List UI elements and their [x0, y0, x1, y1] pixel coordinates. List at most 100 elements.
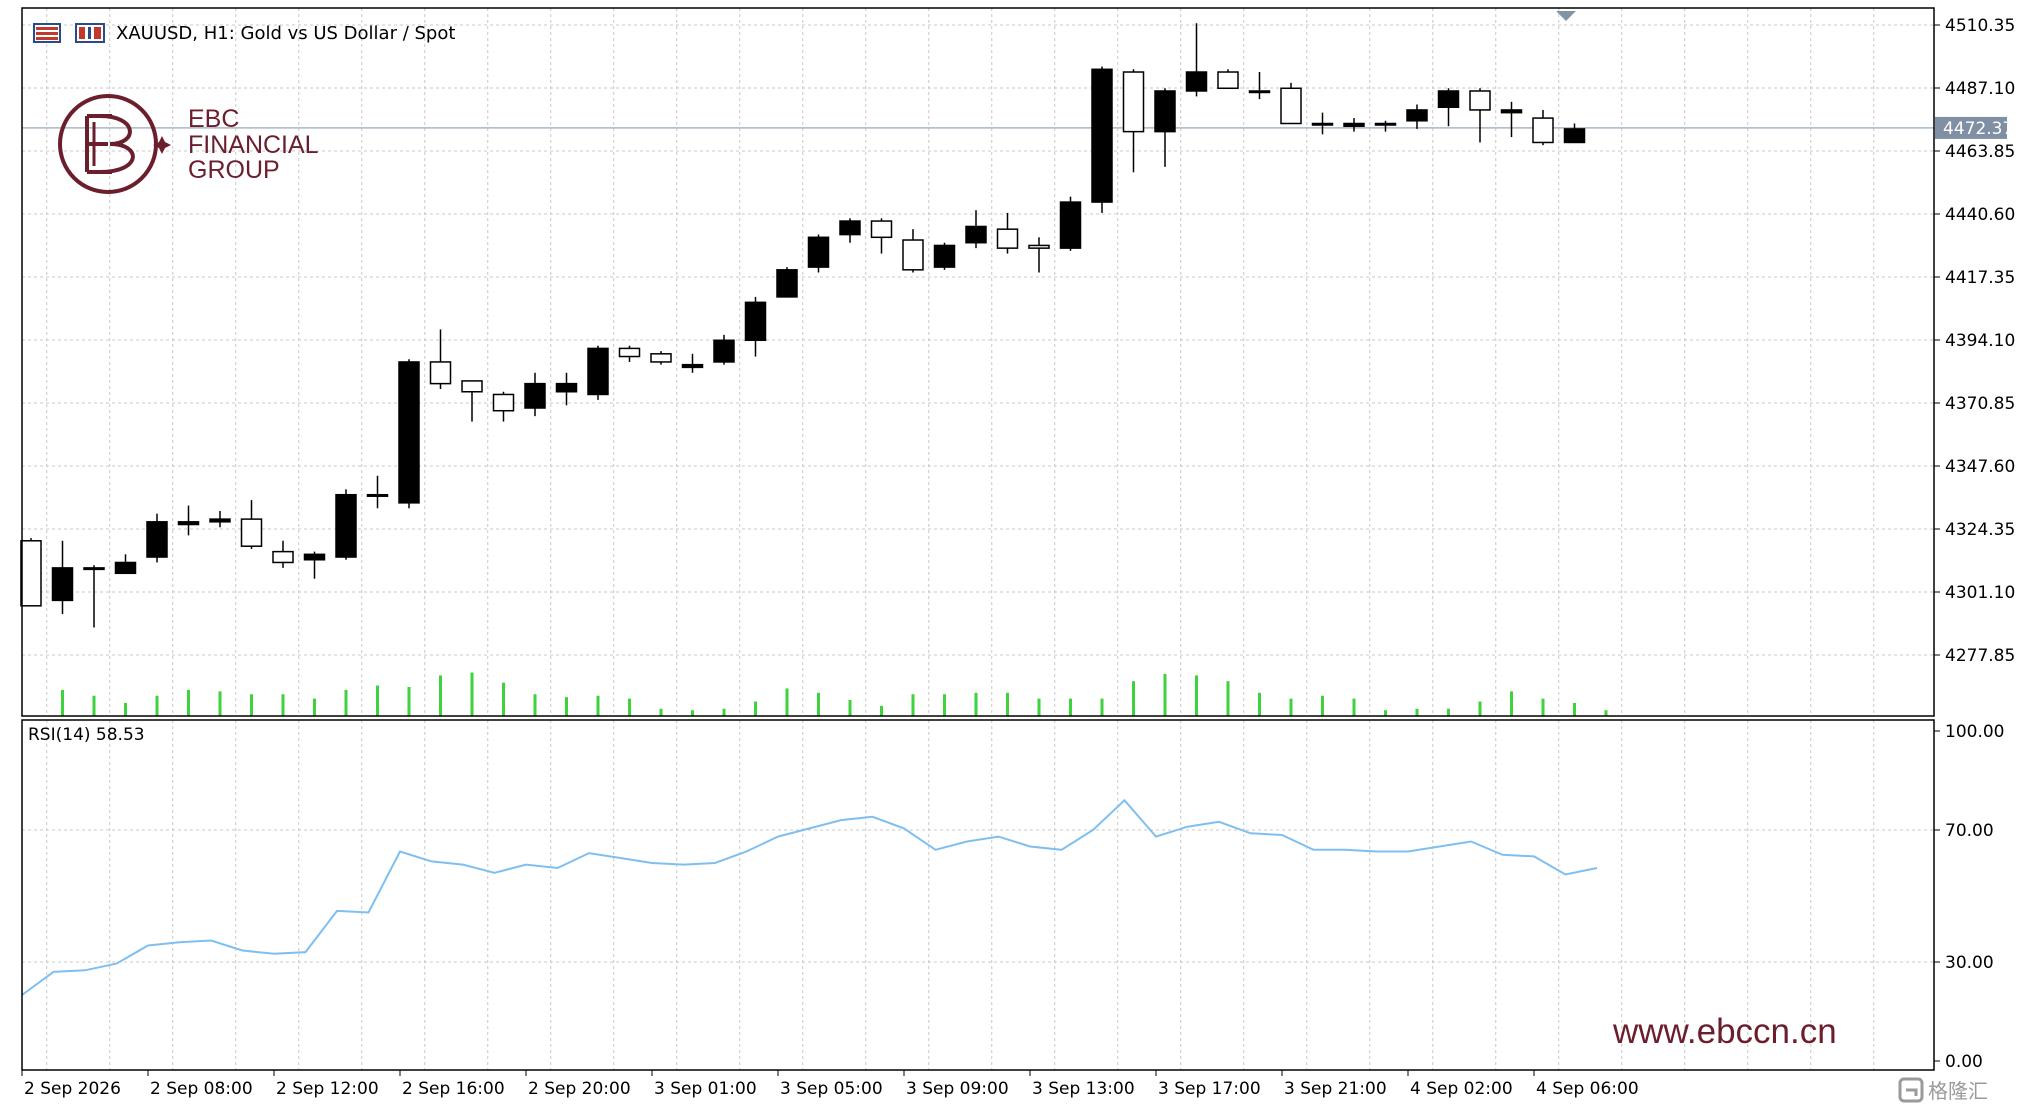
- candle-body: [1406, 109, 1428, 122]
- candle-body: [996, 228, 1019, 249]
- price-tick-label: 4347.60: [1945, 457, 2015, 477]
- candle-body: [776, 269, 798, 298]
- candle-body: [366, 493, 389, 497]
- price-tick-label: 4463.85: [1945, 142, 2015, 162]
- candle-body: [555, 382, 578, 393]
- grid-lines: [22, 8, 1934, 1070]
- candle-body: [618, 347, 641, 358]
- time-tick-label: 3 Sep 01:00: [654, 1079, 757, 1099]
- chart-title: XAUUSD, H1: Gold vs US Dollar / Spot: [116, 23, 455, 44]
- rsi-axis: 100.00 70.00 30.00 0.00: [1934, 722, 2004, 1072]
- candle-body: [1374, 122, 1397, 126]
- candle-body: [1154, 90, 1176, 133]
- candle-body: [1563, 128, 1586, 144]
- time-tick-label: 3 Sep 09:00: [906, 1079, 1009, 1099]
- time-tick-label: 2 Sep 16:00: [402, 1079, 505, 1099]
- candle-body: [744, 301, 767, 342]
- candle-body: [177, 521, 200, 526]
- candle-body: [1280, 87, 1302, 125]
- time-tick-label: 4 Sep 06:00: [1536, 1079, 1639, 1099]
- candle-body: [83, 567, 105, 571]
- candle-body: [272, 550, 294, 564]
- time-tick-label: 3 Sep 05:00: [780, 1079, 883, 1099]
- time-tick-label: 2 Sep 12:00: [276, 1079, 379, 1099]
- candle-body: [1091, 68, 1113, 203]
- price-tick-label: 4394.10: [1945, 331, 2015, 351]
- price-tick-label: 4487.10: [1945, 79, 2015, 99]
- candle-body: [1059, 201, 1082, 249]
- candle-body: [429, 361, 452, 385]
- candle-body: [713, 339, 735, 363]
- price-tick-label: 4370.85: [1945, 394, 2015, 414]
- time-tick-label: 2 Sep 20:00: [528, 1079, 631, 1099]
- current-price-line: 4472.37: [22, 116, 2013, 139]
- time-tick-label: 2 Sep 08:00: [150, 1079, 253, 1099]
- candle-body: [1532, 117, 1554, 144]
- candle-body: [1469, 90, 1491, 111]
- candle-body: [902, 239, 924, 271]
- rsi-pane-frame: [21, 719, 1935, 1071]
- rsi-tick-label: 70.00: [1945, 821, 1994, 841]
- price-tick-label: 4440.60: [1945, 205, 2015, 225]
- candle-body: [209, 518, 231, 523]
- price-tick-label: 4324.35: [1945, 520, 2015, 540]
- current-price-label: 4472.37: [1943, 119, 2013, 139]
- sparkle-icon: [153, 136, 171, 154]
- rsi-tick-label: 100.00: [1945, 722, 2004, 742]
- chart-frame: [21, 7, 1935, 1071]
- candle-body: [240, 518, 263, 547]
- time-tick-label: 3 Sep 21:00: [1284, 1079, 1387, 1099]
- candle-body: [965, 225, 987, 244]
- main-pane-frame: [21, 7, 1935, 717]
- shift-marker-icon[interactable]: [1556, 11, 1576, 21]
- candle-body: [1028, 244, 1050, 249]
- time-axis: 2 Sep 2026 2 Sep 08:00 2 Sep 12:00 2 Sep 16…: [21, 1070, 1639, 1099]
- time-tick-label: 3 Sep 13:00: [1032, 1079, 1135, 1099]
- ebc-logo: EBC FINANCIAL GROUP: [58, 94, 319, 194]
- candle-body: [1217, 71, 1239, 90]
- header: XAUUSD, H1: Gold vs US Dollar / Spot: [33, 11, 1576, 44]
- time-tick-label: 2 Sep 2026: [24, 1079, 121, 1099]
- rsi-series: [21, 798, 1598, 996]
- rsi-title: RSI(14) 58.53: [28, 725, 145, 745]
- rsi-tick-label: 0.00: [1945, 1052, 1983, 1072]
- candle-body: [681, 363, 704, 369]
- candle-body: [839, 220, 861, 236]
- candle-body: [650, 353, 672, 363]
- candle-body: [524, 382, 546, 409]
- rsi-tick-label: 30.00: [1945, 953, 1994, 973]
- candle-body: [1437, 90, 1460, 108]
- current-price-label-bg: [1935, 116, 2007, 139]
- website-url: www.ebccn.cn: [1612, 1012, 1837, 1051]
- candle-body: [146, 521, 168, 558]
- logo-line-2: FINANCIAL: [188, 131, 319, 159]
- candle-body: [398, 361, 420, 504]
- candle-body: [1311, 122, 1334, 126]
- candle-body: [807, 236, 830, 268]
- price-tick-label: 4301.10: [1945, 583, 2015, 603]
- candle-body: [303, 553, 326, 561]
- price-tick-label: 4510.35: [1945, 16, 2015, 36]
- price-axis: 4510.35 4487.10 4463.85 4440.60 4417.35 4394.…: [1934, 16, 2015, 666]
- candle-body: [1343, 122, 1365, 127]
- candle-body: [1122, 71, 1145, 133]
- candle-body: [20, 540, 42, 607]
- price-tick-label: 4277.85: [1945, 646, 2015, 666]
- volume-bars: [61, 672, 1608, 716]
- candle-body: [492, 393, 515, 412]
- candle-body: [1248, 90, 1271, 94]
- candle-body: [1500, 109, 1523, 114]
- candle-body: [933, 244, 956, 268]
- candle-body: [1185, 71, 1208, 92]
- candle-body: [51, 567, 74, 602]
- trade-panel-icon[interactable]: [75, 23, 105, 43]
- watermark-text: 格隆汇: [1928, 1079, 1988, 1103]
- time-tick-label: 4 Sep 02:00: [1410, 1079, 1513, 1099]
- price-tick-label: 4417.35: [1945, 268, 2015, 288]
- candle-body: [870, 220, 893, 239]
- chart-menu-icon[interactable]: [33, 23, 61, 43]
- candle-body: [461, 380, 483, 393]
- candlesticks: [20, 23, 1586, 628]
- logo-line-1: EBC: [188, 105, 239, 133]
